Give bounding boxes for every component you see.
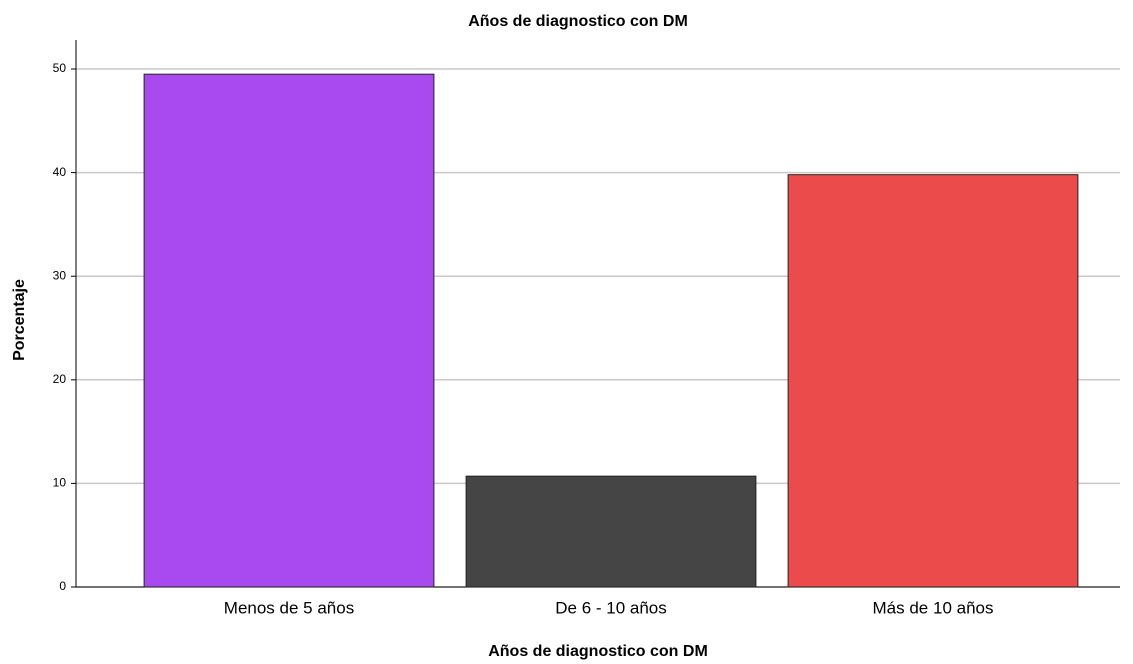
chart-title: Años de diagnostico con DM	[468, 13, 688, 30]
bar	[465, 475, 757, 588]
y-tick-label: 30	[53, 268, 67, 282]
y-axis-label: Porcentaje	[11, 279, 28, 361]
bar	[143, 73, 435, 588]
y-tick-label: 50	[53, 61, 67, 75]
y-tick-label: 40	[53, 165, 67, 179]
y-tick-label: 20	[53, 372, 67, 386]
bar	[787, 174, 1079, 588]
x-tick-label: Más de 10 años	[873, 598, 994, 617]
y-tick-label: 0	[59, 579, 66, 593]
x-axis-label: Años de diagnostico con DM	[488, 643, 708, 660]
x-tick-label: Menos de 5 años	[224, 598, 354, 617]
y-tick-label: 10	[53, 476, 67, 490]
x-tick-label: De 6 - 10 años	[555, 598, 667, 617]
